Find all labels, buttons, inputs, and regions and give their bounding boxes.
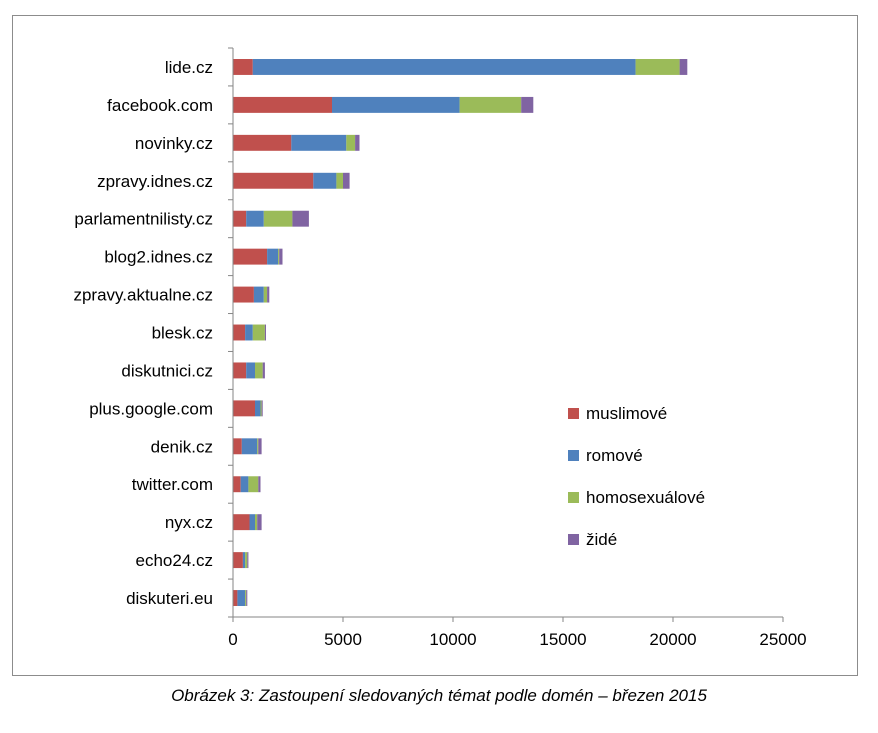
bar-zpravy-idnes-cz-series-4 — [343, 172, 350, 189]
category-label: blesk.cz — [152, 324, 213, 343]
bar-twitter-com-series-2 — [240, 476, 249, 493]
category-label: parlamentnilisty.cz — [74, 210, 213, 229]
bar-blog2-idnes-cz-series-2 — [267, 248, 279, 265]
bar-zpravy-aktualne-cz-series-4 — [267, 286, 270, 303]
bar-plus-google-com-series-2 — [255, 400, 261, 417]
category-label: echo24.cz — [136, 551, 214, 570]
bar-plus-google-com-series-3 — [260, 400, 262, 417]
x-tick-label: 0 — [228, 630, 237, 649]
bar-echo24-cz-series-2 — [242, 552, 246, 569]
bar-parlamentnilisty-cz-series-2 — [246, 210, 264, 227]
bar-parlamentnilisty-cz-series-4 — [292, 210, 309, 227]
bar-twitter-com-series-3 — [248, 476, 259, 493]
bar-zpravy-aktualne-cz-series-3 — [263, 286, 268, 303]
category-label: twitter.com — [132, 475, 213, 494]
bar-blog2-idnes-cz-series-1 — [233, 248, 268, 265]
bar-diskutnici-cz-series-3 — [255, 362, 263, 379]
bar-echo24-cz-series-4 — [247, 552, 249, 569]
bar-nyx-cz-series-1 — [233, 514, 250, 531]
x-tick-label: 20000 — [649, 630, 696, 649]
bar-facebook-com-series-1 — [233, 96, 332, 113]
bar-denik-cz-series-2 — [241, 438, 258, 455]
legend-swatch — [568, 534, 579, 545]
category-label: diskuteri.eu — [126, 589, 213, 608]
chart-frame: lide.cz facebook.com novinky.cz zpravy.idne… — [12, 15, 858, 676]
bar-diskuteri-eu-series-3 — [245, 590, 247, 606]
category-label: zpravy.aktualne.cz — [73, 286, 213, 305]
legend-label: homosexuálové — [586, 488, 705, 507]
bar-diskutnici-cz-series-4 — [262, 362, 265, 379]
category-label: plus.google.com — [89, 399, 213, 418]
bar-plus-google-com-series-4 — [261, 400, 263, 417]
bar-diskutnici-cz-series-2 — [246, 362, 255, 379]
bars-layer — [233, 59, 688, 606]
bar-novinky-cz-series-4 — [355, 134, 360, 151]
bar-nyx-cz-series-3 — [255, 514, 258, 531]
bar-blog2-idnes-cz-series-4 — [279, 248, 283, 265]
x-tick-label: 15000 — [539, 630, 586, 649]
figure-caption: Obrázek 3: Zastoupení sledovaných témat … — [171, 686, 707, 705]
bar-nyx-cz-series-2 — [249, 514, 255, 531]
x-tick-label: 25000 — [759, 630, 806, 649]
bar-diskutnici-cz-series-1 — [233, 362, 247, 379]
x-tick-label: 10000 — [429, 630, 476, 649]
bar-echo24-cz-series-3 — [245, 552, 248, 569]
bar-lide-cz-series-4 — [679, 59, 688, 75]
bar-blesk-cz-series-4 — [264, 324, 266, 341]
legend-swatch — [568, 450, 579, 461]
bar-blesk-cz-series-3 — [252, 324, 265, 341]
bar-diskuteri-eu-series-2 — [237, 590, 246, 606]
x-tick-label: 5000 — [324, 630, 362, 649]
axes-layer: lide.cz facebook.com novinky.cz zpravy.idne… — [73, 47, 807, 649]
bar-twitter-com-series-4 — [258, 476, 261, 493]
bar-diskuteri-eu-series-4 — [246, 590, 248, 606]
bar-twitter-com-series-1 — [233, 476, 241, 493]
bar-denik-cz-series-3 — [257, 438, 259, 455]
bar-novinky-cz-series-2 — [291, 134, 347, 151]
category-label: facebook.com — [107, 96, 213, 115]
category-label: denik.cz — [151, 437, 213, 456]
category-label: blog2.idnes.cz — [104, 248, 213, 267]
category-label: novinky.cz — [135, 134, 213, 153]
bar-plus-google-com-series-1 — [233, 400, 255, 417]
category-label: nyx.cz — [165, 513, 213, 532]
legend-swatch — [568, 408, 579, 419]
bar-denik-cz-series-1 — [233, 438, 242, 455]
bar-lide-cz-series-1 — [233, 59, 253, 75]
bar-zpravy-idnes-cz-series-3 — [336, 172, 343, 189]
category-label: lide.cz — [165, 58, 213, 77]
legend-label: romové — [586, 446, 643, 465]
bar-echo24-cz-series-1 — [233, 552, 243, 569]
bar-parlamentnilisty-cz-series-1 — [233, 210, 247, 227]
bar-zpravy-aktualne-cz-series-2 — [253, 286, 264, 303]
bar-novinky-cz-series-3 — [346, 134, 356, 151]
bar-nyx-cz-series-4 — [257, 514, 262, 531]
bar-diskuteri-eu-series-1 — [233, 590, 238, 606]
stacked-bar-chart: lide.cz facebook.com novinky.cz zpravy.idne… — [73, 47, 807, 649]
category-label: diskutnici.cz — [121, 361, 213, 380]
bar-parlamentnilisty-cz-series-3 — [263, 210, 293, 227]
bar-blesk-cz-series-2 — [245, 324, 253, 341]
bar-zpravy-idnes-cz-series-1 — [233, 172, 314, 189]
category-label: zpravy.idnes.cz — [97, 172, 213, 191]
bar-facebook-com-series-3 — [459, 96, 522, 113]
legend-swatch — [568, 492, 579, 503]
bar-blesk-cz-series-1 — [233, 324, 246, 341]
bar-novinky-cz-series-1 — [233, 134, 292, 151]
bar-zpravy-idnes-cz-series-2 — [313, 172, 337, 189]
bar-facebook-com-series-4 — [521, 96, 534, 113]
bar-facebook-com-series-2 — [332, 96, 460, 113]
legend: muslimové romové homosexuálové židé — [568, 404, 705, 549]
bar-lide-cz-series-2 — [252, 59, 636, 75]
bar-lide-cz-series-3 — [635, 59, 680, 75]
bar-blog2-idnes-cz-series-3 — [278, 248, 280, 265]
bar-denik-cz-series-4 — [258, 438, 262, 455]
legend-label: muslimové — [586, 404, 667, 423]
bar-zpravy-aktualne-cz-series-1 — [233, 286, 254, 303]
legend-label: židé — [586, 530, 617, 549]
